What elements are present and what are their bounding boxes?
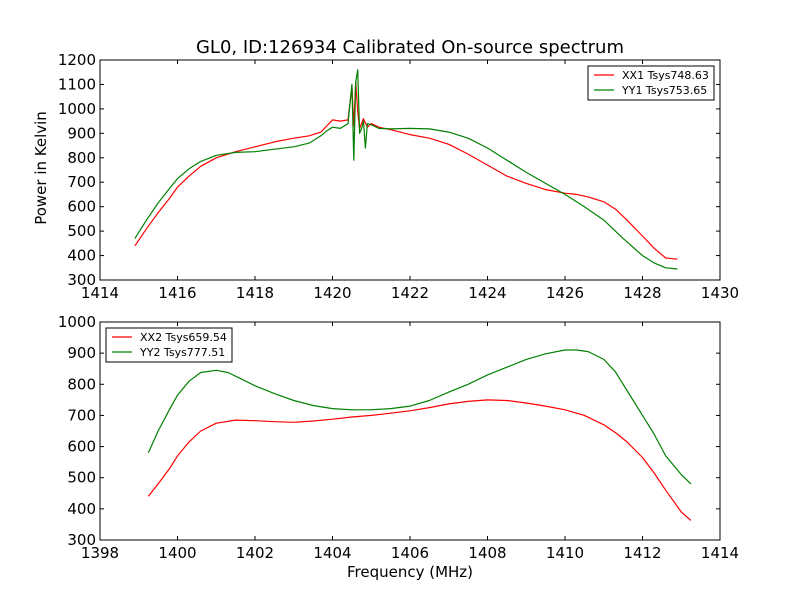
top-y-tick-label: 1200: [58, 51, 96, 69]
top-x-tick-label: 1422: [391, 284, 429, 302]
top-y-tick-label: 1100: [58, 75, 96, 93]
top-x-tick-label: 1414: [81, 284, 119, 302]
bottom-x-tick-label: 1414: [701, 544, 739, 562]
top-y-tick-label: 700: [67, 173, 96, 191]
bottom-y-tick-label: 700: [67, 406, 96, 424]
bottom-y-tick-label: 600: [67, 438, 96, 456]
bottom-x-tick-label: 1398: [81, 544, 119, 562]
bottom-legend-label-1: XX2 Tsys659.54: [140, 331, 227, 344]
top-y-tick-label: 600: [67, 198, 96, 216]
bottom-legend-box: [105, 327, 233, 363]
top-y-tick-label: 900: [67, 124, 96, 142]
top-y-tick-label: 1000: [58, 100, 96, 118]
bottom-y-tick-label: 400: [67, 500, 96, 518]
top-plot-panel: 1414 1416 1418 1420 1422 1424 1426 1428 1430 300 4…: [58, 51, 739, 302]
bottom-y-tick-label: 800: [67, 375, 96, 393]
bottom-series-line-1: [147, 399, 692, 521]
top-x-tick-label: 1430: [701, 284, 739, 302]
bottom-series-line-2: [147, 349, 692, 485]
top-x-tick-label: 1420: [313, 284, 351, 302]
bottom-x-axis-label: Frequency (MHz): [347, 563, 473, 581]
top-y-tick-label: 800: [67, 149, 96, 167]
bottom-plot-panel: 1398 1400 1402 1404 1406 1408 1410 1412 1414 300 4…: [58, 313, 739, 562]
top-x-tick-label: 1418: [236, 284, 274, 302]
top-legend-label-2: YY1 Tsys753.65: [621, 84, 707, 97]
bottom-x-tick-label: 1406: [391, 544, 429, 562]
bottom-x-tick-label: 1408: [468, 544, 506, 562]
top-y-tick-label: 400: [67, 247, 96, 265]
bottom-y-tick-label: 900: [67, 344, 96, 362]
top-series-line-2: [134, 69, 678, 270]
bottom-legend-label-2: YY2 Tsys777.51: [139, 346, 225, 359]
top-x-tick-label: 1424: [468, 284, 506, 302]
top-x-tick-label: 1416: [158, 284, 196, 302]
chart-title: GL0, ID:126934 Calibrated On-source spec…: [196, 37, 624, 58]
top-legend-label-1: XX1 Tsys748.63: [622, 69, 709, 82]
top-y-tick-label: 500: [67, 222, 96, 240]
bottom-y-tick-label: 500: [67, 469, 96, 487]
bottom-x-tick-label: 1410: [546, 544, 584, 562]
top-y-axis-label: Power in Kelvin: [32, 111, 50, 225]
top-x-tick-label: 1428: [623, 284, 661, 302]
bottom-x-tick-label: 1400: [158, 544, 196, 562]
top-series-line-1: [134, 81, 678, 260]
bottom-x-tick-label: 1404: [313, 544, 351, 562]
bottom-y-tick-label: 300: [67, 531, 96, 549]
bottom-y-tick-label: 1000: [58, 313, 96, 331]
bottom-x-tick-label: 1402: [236, 544, 274, 562]
bottom-x-tick-label: 1412: [623, 544, 661, 562]
top-y-tick-label: 300: [67, 271, 96, 289]
top-x-tick-label: 1426: [546, 284, 584, 302]
top-legend-box: [587, 65, 715, 101]
